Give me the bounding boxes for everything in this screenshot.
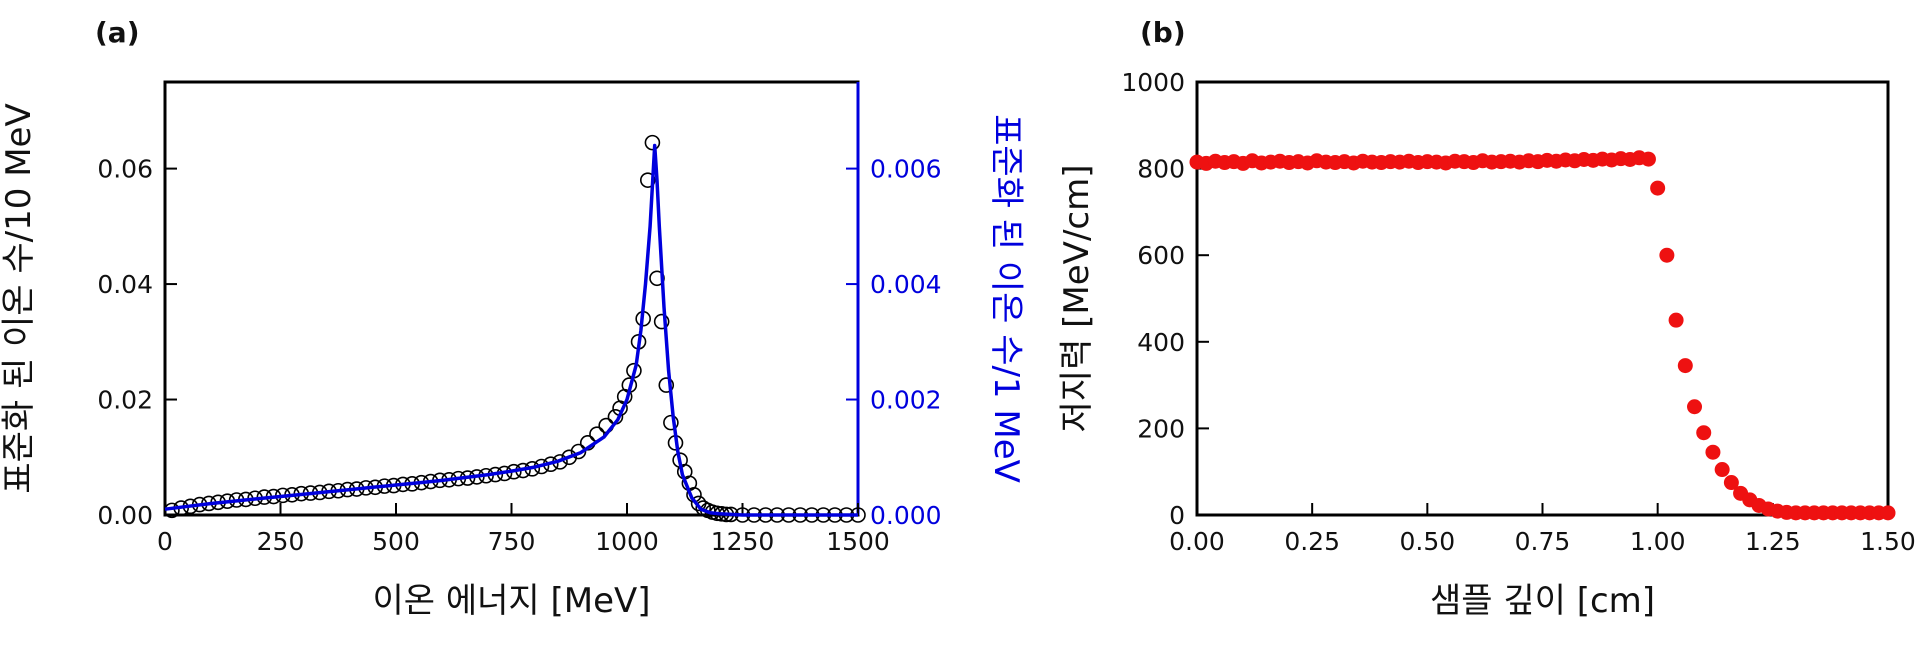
x-tick-label: 0.00: [1169, 527, 1225, 556]
data-point: [1650, 180, 1666, 196]
x-tick-label: 750: [488, 527, 536, 556]
panel-a: (a) 0 250 500 750 1000 1250 1500 0.00 0.02 0.04 0.0…: [0, 16, 1026, 621]
panel-label: (b): [1140, 16, 1186, 49]
plot-frame: [1195, 80, 1890, 517]
data-point: [1705, 444, 1721, 460]
y-tick-label: 1000: [1121, 68, 1185, 97]
y2-axis-title: 표준화 된 이온 수/1 MeV: [986, 114, 1026, 483]
y2-tick-label: 0.002: [870, 386, 942, 415]
x-tick-label: 250: [257, 527, 305, 556]
x-axis-title: 이온 에너지 [MeV]: [372, 581, 650, 621]
x-tick-label: 1500: [826, 527, 890, 556]
y-tick-label: 600: [1137, 241, 1185, 270]
plot-frame: [163, 80, 860, 517]
x-tick-label: 1.25: [1745, 527, 1801, 556]
x-tick-label: 0.75: [1515, 527, 1571, 556]
data-point: [653, 313, 670, 330]
panel-label: (a): [95, 16, 140, 49]
y-tick-label: 0.04: [97, 270, 153, 299]
x-tick-label: 1.50: [1860, 527, 1916, 556]
x-tick-label: 0.25: [1284, 527, 1340, 556]
x-tick-label: 0: [157, 527, 173, 556]
data-point: [1723, 475, 1739, 491]
y-tick-label: 400: [1137, 328, 1185, 357]
x-tick-label: 500: [372, 527, 420, 556]
data-point: [644, 134, 661, 151]
x-axis-title: 샘플 깊이 [cm]: [1430, 581, 1655, 621]
y-tick-label: 200: [1137, 414, 1185, 443]
data-point: [1640, 151, 1656, 167]
y-axis-title: 저지력 [MeV/cm]: [1057, 165, 1097, 433]
data-point: [1696, 425, 1712, 441]
data-point: [1668, 312, 1684, 328]
data-point: [1677, 358, 1693, 374]
x-tick-label: 1000: [595, 527, 659, 556]
x-tick-label: 1.00: [1630, 527, 1686, 556]
data-point: [164, 502, 180, 519]
data-point: [1659, 247, 1675, 263]
data-point: [1880, 505, 1896, 521]
panel-b: (b) 0.00 0.25 0.50 0.75 1.00 1.25 1.50 0 200 400 60…: [1057, 16, 1916, 621]
y-tick-label: 0.06: [97, 155, 153, 184]
y-tick-label: 0.02: [97, 386, 153, 415]
data-point: [1714, 462, 1730, 478]
data-point: [561, 449, 578, 466]
data-point: [658, 377, 675, 393]
y2-tick-label: 0.006: [870, 155, 942, 184]
series-line: [164, 143, 858, 517]
y-tick-label: 0: [1169, 501, 1185, 530]
y-axis-title: 표준화 된 이온 수/10 MeV: [0, 103, 39, 493]
data-point: [1687, 399, 1703, 415]
y-tick-label: 800: [1137, 155, 1185, 184]
data-point: [639, 172, 656, 188]
x-tick-label: 0.50: [1399, 527, 1455, 556]
data-point: [663, 414, 679, 431]
y2-tick-label: 0.004: [870, 270, 942, 299]
x-tick-label: 1250: [711, 527, 775, 556]
y-tick-label: 0.00: [97, 501, 153, 530]
y2-tick-label: 0.000: [870, 501, 942, 530]
